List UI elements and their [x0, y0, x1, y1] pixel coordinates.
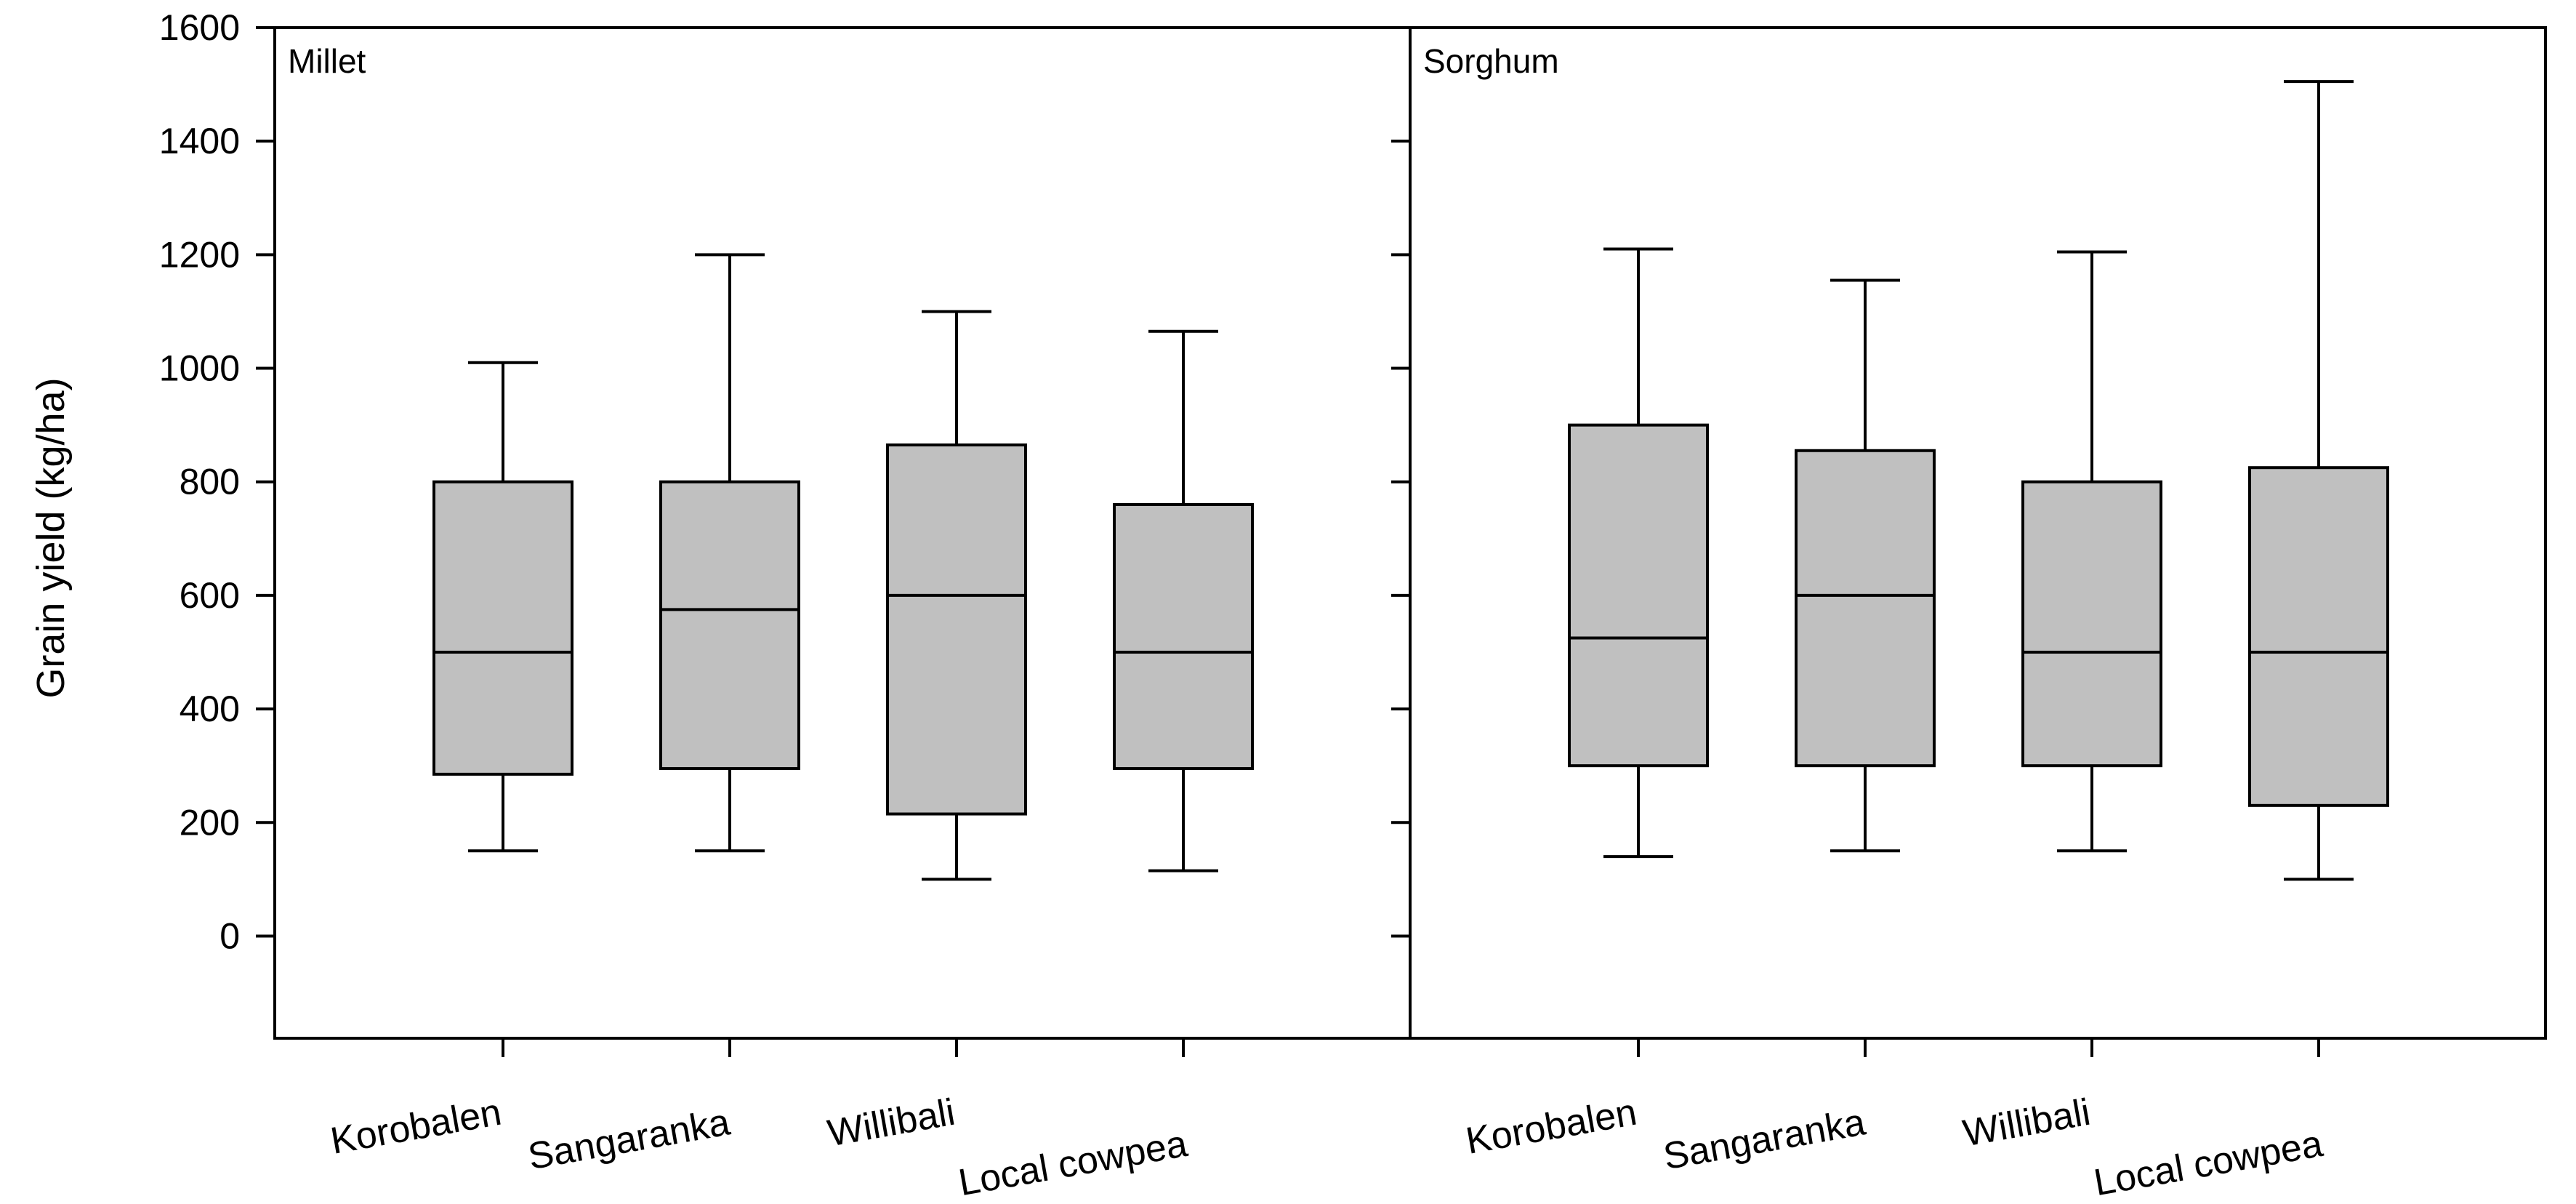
iqr-box — [2248, 466, 2389, 807]
y-tick-label: 200 — [180, 802, 240, 843]
y-tick-label: 1400 — [159, 121, 240, 161]
iqr-box — [659, 480, 800, 771]
panel-frame — [1409, 26, 2547, 1040]
y-tick-label: 400 — [180, 689, 240, 729]
iqr-box — [432, 480, 573, 776]
iqr-box — [886, 443, 1027, 816]
y-tick-label: 800 — [180, 462, 240, 502]
panel-title: Millet — [288, 42, 366, 80]
iqr-box — [1113, 502, 1254, 771]
y-tick-label: 0 — [220, 915, 240, 956]
y-tick-label: 1200 — [159, 234, 240, 275]
y-axis-title: Grain yield (kg/ha) — [29, 377, 73, 698]
box-willibali: Willibali — [824, 310, 1027, 1155]
y-tick-label: 1000 — [159, 348, 240, 389]
box-willibali: Willibali — [1960, 250, 2162, 1155]
iqr-box — [1568, 423, 1709, 768]
panel-millet: Millet 0 200 400 600 800 1000 1200 1400 1600 Korob… — [159, 7, 1412, 1204]
y-tick-label: 600 — [180, 575, 240, 616]
iqr-box — [1795, 449, 1936, 768]
panel-title: Sorghum — [1423, 42, 1559, 80]
y-tick-label: 1600 — [159, 7, 240, 48]
iqr-box — [2021, 480, 2162, 768]
box-korobalen: Korobalen — [328, 361, 573, 1163]
